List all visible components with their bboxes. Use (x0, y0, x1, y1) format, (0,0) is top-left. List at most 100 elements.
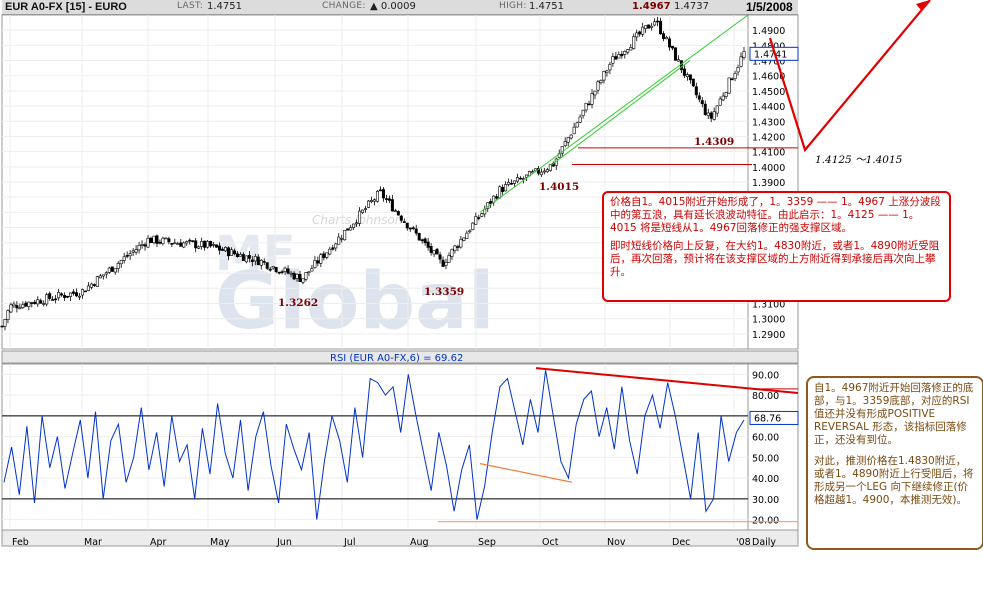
candle-body (301, 278, 305, 283)
candle-body (343, 229, 347, 241)
price-tick-label: 1.4000 (752, 163, 785, 174)
candle-body (235, 253, 239, 257)
candle-body (372, 199, 376, 202)
candle-body (700, 100, 704, 105)
price-tick-label: 1.4400 (752, 102, 785, 113)
candle-body (688, 74, 692, 81)
candle-body (39, 300, 43, 304)
candle-body (223, 247, 227, 252)
candle-body (191, 240, 195, 242)
candle-body (691, 78, 695, 87)
candle-body (358, 210, 362, 224)
candle-body (119, 260, 123, 265)
candle-body (140, 244, 144, 246)
candle-body (42, 303, 46, 305)
candle-body (247, 255, 251, 259)
last-price-label: 1.4741 (754, 49, 787, 60)
candle-body (316, 260, 320, 264)
candle-body (730, 78, 734, 81)
candle-body (623, 51, 627, 55)
candle-body (504, 184, 508, 192)
candle-body (83, 290, 87, 293)
candle-body (256, 256, 260, 266)
candle-body (212, 244, 216, 246)
candle-body (405, 222, 409, 229)
candle-body (635, 32, 639, 38)
high-marker-value: 1.4967 (632, 1, 671, 12)
candle-body (668, 38, 672, 48)
candle-body (209, 241, 213, 247)
candle-body (122, 256, 126, 261)
candle-body (489, 201, 493, 204)
candle-body (313, 260, 317, 268)
candle-body (480, 213, 484, 217)
candle-body (63, 295, 67, 298)
x-tick-label: Nov (607, 537, 626, 548)
candle-body (6, 310, 10, 320)
price-label-13359: 1.3359 (424, 286, 464, 298)
rsi-last-box (749, 410, 799, 425)
candle-body (542, 170, 546, 173)
candle-body (414, 228, 418, 234)
price-label-13262: 1.3262 (278, 297, 318, 309)
candle-body (590, 93, 594, 105)
candle-body (575, 122, 579, 128)
candle-body (513, 180, 517, 184)
candle-body (18, 307, 22, 310)
candle-body (152, 235, 156, 243)
price-note-paragraph-1: 价格自1。4015附近开始形成了，1。3359 —— 1。4967 上涨分波段中… (610, 196, 941, 234)
candle-body (501, 187, 505, 192)
candle-body (167, 238, 171, 243)
candle-body (685, 74, 689, 77)
candle-body (238, 254, 242, 257)
candle-body (298, 274, 302, 282)
candle-body (611, 56, 615, 64)
candle-body (694, 86, 698, 96)
last-value: 1.4751 (207, 1, 242, 12)
candle-body (510, 182, 514, 185)
candle-body (164, 237, 168, 240)
candle-body (364, 208, 368, 210)
candle-body (143, 244, 147, 247)
candle-body (149, 237, 153, 244)
candle-body (244, 255, 248, 263)
candle-body (194, 240, 198, 249)
x-tick-label: Jun (276, 537, 292, 548)
candle-body (367, 200, 371, 208)
candle-body (453, 245, 457, 252)
candle-body (137, 244, 141, 251)
rsi-tick-label: 30.00 (752, 495, 779, 506)
candle-body (3, 319, 7, 327)
candle-body (641, 26, 645, 35)
candle-body (659, 20, 663, 35)
candle-body (304, 272, 308, 280)
candle-body (703, 103, 707, 115)
candle-body (566, 137, 570, 143)
candle-body (250, 259, 254, 263)
candle-body (682, 68, 686, 76)
candle-body (516, 177, 520, 182)
candle-body (319, 254, 323, 264)
candle-body (325, 252, 329, 258)
candle-body (381, 189, 385, 199)
candle-body (125, 255, 129, 257)
candle-body (426, 241, 430, 248)
rsi-tick-label: 40.00 (752, 474, 779, 485)
high-value: 1.4751 (529, 1, 564, 12)
current-value: 1.4737 (674, 1, 709, 12)
candle-body (155, 235, 159, 244)
rsi-tick-label: 80.00 (752, 391, 779, 402)
candle-body (280, 271, 284, 273)
candle-body (349, 227, 353, 231)
candle-body (441, 259, 445, 267)
candle-body (569, 134, 573, 139)
candle-body (438, 254, 442, 260)
candle-body (524, 174, 528, 178)
candle-body (0, 325, 4, 328)
x-tick-label: Aug (410, 537, 429, 548)
candle-body (507, 181, 511, 185)
candle-body (286, 268, 290, 274)
candle-body (533, 168, 537, 172)
candle-body (411, 227, 415, 230)
